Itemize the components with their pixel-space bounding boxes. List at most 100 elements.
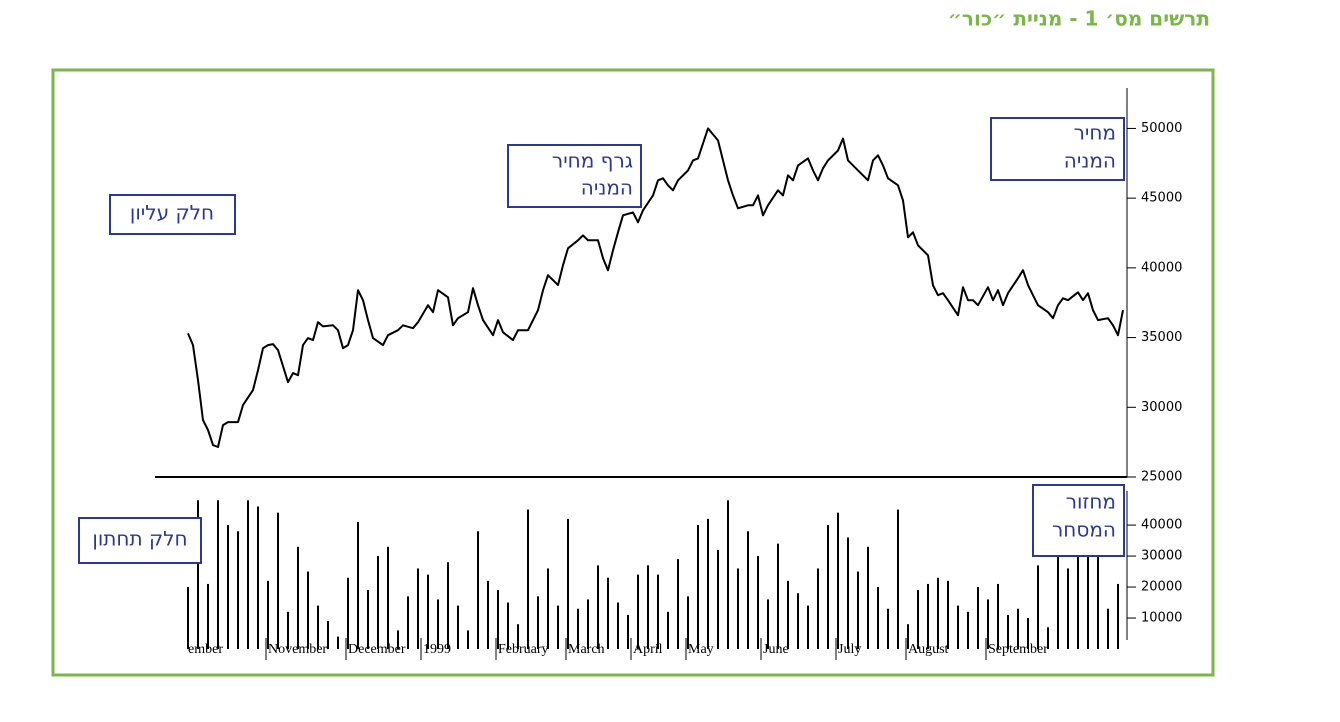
volume-bar [387, 546, 389, 649]
volume-bar [1047, 627, 1049, 649]
volume-bar [757, 556, 759, 649]
x-tick-label: November [268, 642, 327, 657]
volume-bar [1037, 565, 1039, 649]
x-tick-label: September [988, 642, 1048, 657]
annotation: מחזור [1066, 490, 1116, 514]
plot: 25000 30000 35000 40000 45000 50000 10000 20000… [187, 88, 1182, 660]
volume-bar [317, 605, 319, 649]
volume-bar [1087, 500, 1089, 649]
x-tick-label: February [498, 642, 549, 657]
annotation: המסחר [1052, 518, 1116, 542]
volume-bar [647, 565, 649, 649]
volume-bar [357, 521, 359, 649]
volume-bar [617, 602, 619, 649]
volume-bar [377, 556, 379, 649]
volume-bar [1117, 583, 1119, 649]
annotations: חלק עליון גרף מחיר המניה מחיר המניה חלק … [78, 117, 1125, 564]
volume-bar [187, 587, 189, 649]
volume-bar [837, 512, 839, 649]
volume-bar [887, 608, 889, 649]
volume-bar [327, 621, 329, 649]
volume-bar [627, 614, 629, 649]
volume-bar [767, 599, 769, 649]
volume-bar [1027, 618, 1029, 649]
volume-bar [307, 571, 309, 649]
volume-bar [607, 577, 609, 649]
volume-bar [727, 500, 729, 649]
volume-bar [557, 605, 559, 649]
volume-bar [547, 568, 549, 649]
volume-bar [817, 568, 819, 649]
x-tick-label: December [348, 642, 406, 657]
y-tick-label: 35000 [1141, 330, 1182, 345]
volume-bar [847, 537, 849, 649]
volume-bar [507, 602, 509, 649]
x-tick-label: June [763, 642, 789, 657]
y-tick-label: 20000 [1141, 580, 1182, 595]
annotation: מחיר [1074, 121, 1116, 145]
volume-bar [927, 583, 929, 649]
annotation-box [109, 194, 236, 235]
volume-bar [497, 590, 499, 649]
y-tick-label: 40000 [1141, 518, 1182, 533]
volume-bar [1067, 568, 1069, 649]
volume-bar [487, 580, 489, 649]
volume-bar [407, 596, 409, 649]
volume-bar [217, 500, 219, 649]
volume-bar [877, 587, 879, 649]
volume-bar [717, 549, 719, 649]
y-tick-label: 10000 [1141, 611, 1182, 626]
volume-bar [677, 559, 679, 649]
price-line [187, 127, 1124, 448]
y-tick-label: 30000 [1141, 400, 1182, 415]
y-tick-label: 30000 [1141, 549, 1182, 564]
volume-bar [977, 587, 979, 649]
volume-bar [347, 577, 349, 649]
volume-bar [197, 500, 199, 649]
volume-bar [367, 590, 369, 649]
volume-bar [897, 509, 899, 649]
volume-bar [257, 506, 259, 649]
volume-bar [997, 583, 999, 649]
x-tick-label: April [633, 642, 663, 657]
x-tick-label: July [838, 642, 861, 657]
volume-bar [437, 599, 439, 649]
volume-bar [747, 531, 749, 649]
volume-bar [427, 574, 429, 649]
volume-bar [527, 509, 529, 649]
volume-bar [907, 624, 909, 649]
y-tick-label: 50000 [1141, 121, 1182, 136]
volume-bar [1017, 608, 1019, 649]
y-tick-label: 25000 [1141, 470, 1182, 485]
volume-bar [807, 605, 809, 649]
volume-bar [867, 546, 869, 649]
annotation: המניה [581, 176, 633, 200]
volume-bar [447, 562, 449, 649]
annotation: גרף מחיר [552, 149, 633, 173]
volume-bar [737, 568, 739, 649]
volume-bar [1007, 614, 1009, 649]
annotation: חלק עליון [130, 201, 214, 225]
volume-bar [227, 525, 229, 649]
volume-bar [967, 611, 969, 649]
y-tick-label: 45000 [1141, 191, 1182, 206]
frame [51, 68, 1215, 677]
volume-bar [467, 630, 469, 649]
volume-bar [577, 608, 579, 649]
volume-bar [957, 605, 959, 649]
annotation-box [78, 517, 202, 564]
volume-bar [267, 580, 269, 649]
x-tick-label: 1999 [423, 642, 451, 657]
volume-bar [537, 596, 539, 649]
volume-bar [667, 611, 669, 649]
volume-bar [1107, 608, 1109, 649]
volume-bar [857, 571, 859, 649]
annotation-box [507, 144, 642, 208]
annotation-box [1032, 484, 1125, 557]
volume-bar [567, 518, 569, 649]
x-tick-label: ember [188, 642, 223, 657]
volume-bar [797, 593, 799, 649]
annotation-box [990, 117, 1125, 181]
volume-bar [777, 543, 779, 649]
